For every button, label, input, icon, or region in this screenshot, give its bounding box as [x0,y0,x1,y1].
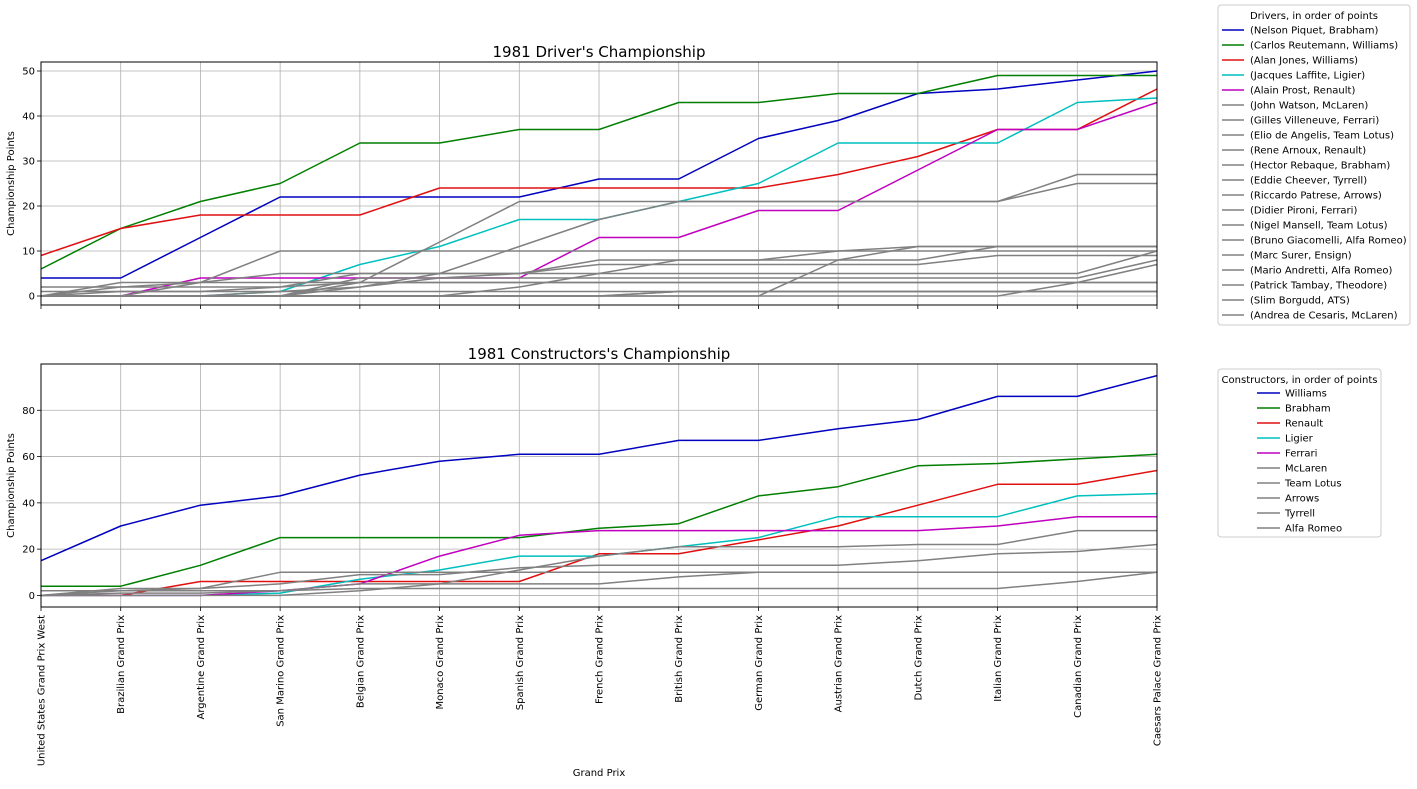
y-tick-label: 0 [29,591,35,602]
x-tick-label: Dutch Grand Prix [913,615,924,701]
x-tick-label: French Grand Prix [595,615,606,704]
legend-entry: (Patrick Tambay, Theodore) [1250,281,1387,292]
legend-entry: (Jacques Laffite, Ligier) [1250,71,1365,82]
legend-entry: (Elio de Angelis, Team Lotus) [1250,131,1394,142]
legend-entry: (Riccardo Patrese, Arrows) [1250,191,1382,202]
legend-entry: Ligier [1285,434,1314,445]
x-axis-tick-labels: United States Grand Prix West Brazilian G… [37,615,1164,766]
legend-entry: (Andrea de Cesaris, McLaren) [1250,311,1398,322]
x-tick-label: Monaco Grand Prix [435,615,446,710]
drivers-series-line-7 [40,254,1157,297]
legend-entry: (Hector Rebaque, Brabham) [1250,161,1390,172]
y-tick-label: 0 [29,292,35,303]
legend-entry: Brabham [1285,404,1331,415]
constructors-series-line-8 [40,571,1157,597]
x-axis-label: Grand Prix [573,768,626,779]
constructors-series-line-6 [40,543,1158,597]
chart-title: 1981 Driver's Championship [493,43,706,61]
x-tick-label: British Grand Prix [674,615,685,703]
legend-entry: (Carlos Reutemann, Williams) [1250,41,1398,52]
y-axis-label: Championship Points [6,131,17,236]
x-tick-label: Italian Grand Prix [993,615,1004,702]
x-tick-label: Austrian Grand Prix [834,615,845,712]
constructors-series-line-4 [41,515,1157,597]
legend-entry: Tyrrell [1284,509,1315,520]
y-axis-label: Championship Points [6,433,17,538]
legend-entry: (Marc Surer, Ensign) [1250,251,1352,262]
drivers-series-line-19 [41,290,1157,297]
x-tick-label: San Marino Grand Prix [276,615,287,727]
drivers-series-line-2 [40,88,1158,257]
legend-entry: Williams [1285,389,1327,400]
legend-title: Drivers, in order of points [1250,11,1378,22]
legend-entry: Ferrari [1285,449,1317,460]
drivers-series-line-1 [40,74,1157,270]
legend-entry: (Eddie Cheever, Tyrrell) [1250,176,1367,187]
legend-entry: (Rene Arnoux, Renault) [1250,146,1366,157]
drivers-series-line-10 [40,250,1158,297]
x-tick-label: Brazilian Grand Prix [116,615,127,714]
legend-entry: (Gilles Villeneuve, Ferrari) [1250,116,1379,127]
legend-entry: (Didier Pironi, Ferrari) [1250,206,1357,217]
constructors-series-lines [40,374,1158,597]
legend-entry: (John Watson, McLaren) [1250,101,1368,112]
constructors-legend: Constructors, in order of points Williams… [1217,368,1382,538]
legend-entry: (Nigel Mansell, Team Lotus) [1250,221,1388,232]
legend-box [1217,368,1382,538]
legend-title: Constructors, in order of points [1222,375,1378,386]
legend-entry: Renault [1285,419,1323,430]
x-tick-label: Argentine Grand Prix [196,615,207,720]
constructors-series-line-1 [41,453,1158,587]
legend-entry: McLaren [1285,464,1327,475]
legend-entry: (Alan Jones, Williams) [1250,56,1358,67]
plot-frame [40,363,1158,608]
legend-entry: Arrows [1285,494,1319,505]
drivers-series-line-11 [40,250,1157,297]
legend-entry: (Nelson Piquet, Brabham) [1250,26,1379,37]
constructors-championship-chart: 0 20 40 60 80 1981 Constructors's Championshi… [6,345,1158,611]
x-tick-label: Caesars Palace Grand Prix [1153,615,1164,746]
drivers-championship-chart: 0 10 20 30 40 50 1981 Driver's Championship Cha… [6,43,1158,309]
legend-entry: Team Lotus [1284,479,1342,490]
y-tick-label: 40 [22,112,35,123]
y-tick-label: 50 [22,67,35,78]
constructors-series-line-2 [41,469,1158,597]
drivers-series-line-16 [41,281,1157,288]
chart-title: 1981 Constructors's Championship [468,345,731,363]
legend-entry: (Mario Andretti, Alfa Romeo) [1250,266,1392,277]
drivers-legend: Drivers, in order of points (Nelson Pique… [1217,4,1411,326]
x-tick-label: Spanish Grand Prix [515,615,526,710]
drivers-series-lines [40,70,1158,297]
y-tick-label: 80 [22,406,35,417]
drivers-series-line-0 [41,70,1158,279]
constructors-series-line-5 [41,529,1157,597]
y-tick-label: 40 [22,498,35,509]
y-tick-label: 20 [22,545,35,556]
constructors-series-line-0 [40,374,1158,562]
y-tick-label: 10 [22,247,35,258]
y-tick-label: 20 [22,202,35,213]
drivers-series-line-12 [41,245,1157,297]
x-tick-label: United States Grand Prix West [37,615,48,766]
legend-entry: Alfa Romeo [1285,524,1342,535]
legend-entry: (Bruno Giacomelli, Alfa Romeo) [1250,236,1407,247]
x-tick-label: Belgian Grand Prix [355,615,366,708]
constructors-series-line-9 [41,571,1158,592]
drivers-series-line-4 [41,101,1158,297]
legend-entry: (Alain Prost, Renault) [1250,86,1355,97]
x-tick-label: Canadian Grand Prix [1073,615,1084,718]
legend-box [1217,4,1411,326]
y-tick-label: 30 [22,157,35,168]
plot-frame [40,61,1158,306]
y-tick-label: 60 [22,452,35,463]
legend-entry: (Slim Borgudd, ATS) [1250,296,1350,307]
x-tick-label: German Grand Prix [754,615,765,711]
